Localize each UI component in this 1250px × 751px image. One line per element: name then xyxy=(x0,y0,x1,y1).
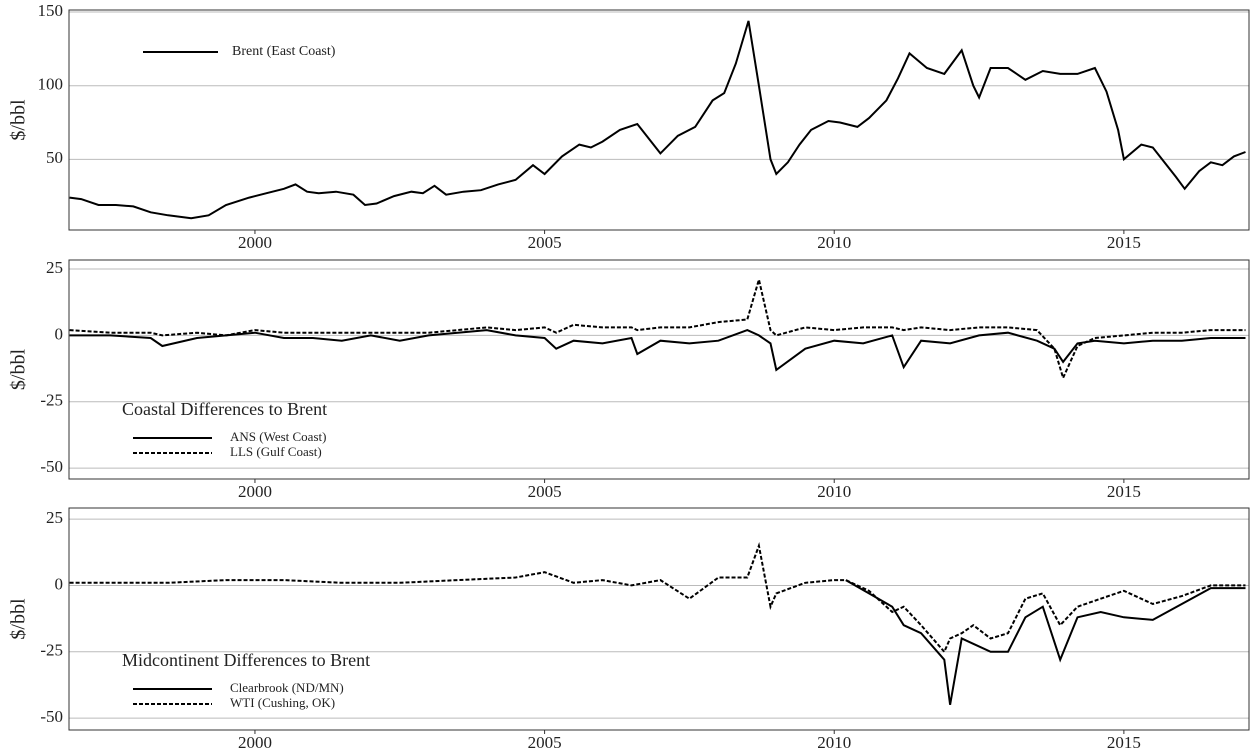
y-axis-label: $/bbl xyxy=(8,598,30,640)
x-tick-label: 2015 xyxy=(1107,233,1141,252)
legend-label: Brent (East Coast) xyxy=(232,44,336,59)
y-tick-label: 100 xyxy=(38,75,64,94)
x-tick-label: 2000 xyxy=(238,482,272,501)
series-line xyxy=(845,579,1246,705)
series-line xyxy=(69,541,1246,654)
y-tick-label: -25 xyxy=(40,391,63,410)
y-tick-label: 0 xyxy=(55,574,64,593)
plot-frame xyxy=(68,507,1250,731)
series-line xyxy=(69,20,1246,220)
x-tick-label: 2010 xyxy=(817,233,851,252)
x-tick-label: 2010 xyxy=(817,482,851,501)
plot-frame xyxy=(68,259,1250,480)
x-tick-label: 2000 xyxy=(238,233,272,252)
legend-title: Midcontinent Differences to Brent xyxy=(122,650,370,670)
plot-frame xyxy=(68,9,1250,231)
x-tick-label: 2015 xyxy=(1107,482,1141,501)
x-tick-label: 2000 xyxy=(238,733,272,751)
x-tick-label: 2005 xyxy=(528,733,562,751)
series-line xyxy=(69,275,1246,381)
y-tick-label: 25 xyxy=(46,508,63,527)
legend-title: Coastal Differences to Brent xyxy=(122,399,327,419)
legend-label: Clearbrook (ND/MN) xyxy=(230,680,344,695)
legend-label: LLS (Gulf Coast) xyxy=(230,444,322,459)
y-tick-label: -25 xyxy=(40,641,63,660)
legend-label: ANS (West Coast) xyxy=(230,429,326,444)
x-tick-label: 2010 xyxy=(817,733,851,751)
legend-label: WTI (Cushing, OK) xyxy=(230,695,335,710)
y-tick-label: -50 xyxy=(40,707,63,726)
y-tick-label: 50 xyxy=(46,148,63,167)
y-axis-label: $/bbl xyxy=(8,99,30,141)
x-tick-label: 2005 xyxy=(528,482,562,501)
x-tick-label: 2005 xyxy=(528,233,562,252)
y-tick-label: -50 xyxy=(40,457,63,476)
y-axis-label: $/bbl xyxy=(8,349,30,391)
y-tick-label: 25 xyxy=(46,258,63,277)
y-tick-label: 150 xyxy=(38,1,64,20)
x-tick-label: 2015 xyxy=(1107,733,1141,751)
y-tick-label: 0 xyxy=(55,324,64,343)
